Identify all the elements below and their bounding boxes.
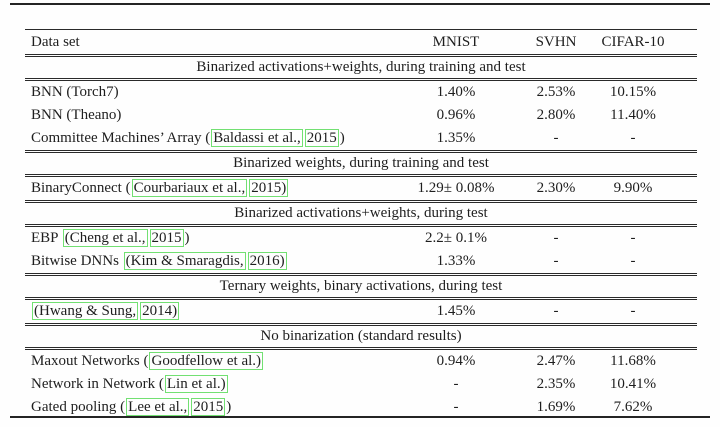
mnist-value-cell: 1.29± 0.08% bbox=[417, 180, 495, 196]
method-cell: Maxout Networks (Goodfellow et al.) bbox=[25, 349, 397, 374]
mnist-value-cell: 1.35% bbox=[436, 130, 476, 146]
svhn-value-cell: 2.30% bbox=[536, 180, 576, 196]
svhn-value-cell: 2.35% bbox=[536, 376, 576, 392]
cifar10-value-cell: 9.90% bbox=[613, 180, 653, 196]
citation-link[interactable]: 2015 bbox=[304, 129, 339, 147]
column-header-svhn: SVHN bbox=[535, 34, 577, 50]
section-header-row: Binarized weights, during training and t… bbox=[25, 151, 697, 176]
method-label: Maxout Networks ( bbox=[31, 353, 149, 369]
svhn-value-cell: 1.69% bbox=[536, 399, 576, 415]
column-header-mnist: MNIST bbox=[432, 34, 480, 50]
mnist-value-cell: 2.2± 0.1% bbox=[425, 230, 487, 246]
svhn-value-cell: - bbox=[553, 303, 559, 319]
cifar10-value-cell: 11.40% bbox=[610, 107, 656, 123]
section-title: Ternary weights, binary activations, dur… bbox=[219, 278, 503, 294]
citation-link[interactable]: Lin et al.) bbox=[164, 375, 228, 393]
cifar10-value-cell: 10.41% bbox=[609, 376, 657, 392]
method-cell: EBP (Cheng et al., 2015) bbox=[25, 226, 397, 251]
section-header-row: No binarization (standard results) bbox=[25, 324, 697, 349]
table-row: Gated pooling (Lee et al., 2015) - 1.69% 7.6… bbox=[25, 396, 697, 419]
method-cell: Gated pooling (Lee et al., 2015) bbox=[25, 396, 397, 419]
column-header-cifar10: CIFAR-10 bbox=[601, 34, 665, 50]
cifar10-value-cell: 7.62% bbox=[613, 399, 653, 415]
citation-link[interactable]: Goodfellow et al.) bbox=[149, 352, 264, 370]
svhn-value-cell: 2.47% bbox=[536, 353, 576, 369]
mnist-value-cell: 1.40% bbox=[436, 84, 476, 100]
method-label: Bitwise DNNs bbox=[31, 253, 123, 269]
method-cell: BinaryConnect (Courbariaux et al., 2015) bbox=[25, 176, 397, 202]
method-label: Gated pooling ( bbox=[31, 399, 126, 415]
citation-link[interactable]: (Hwang & Sung, bbox=[32, 302, 139, 320]
section-title: No binarization (standard results) bbox=[260, 328, 462, 344]
method-cell: Committee Machines’ Array (Baldassi et a… bbox=[25, 127, 397, 152]
table-row: (Hwang & Sung, 2014) 1.45% - - bbox=[25, 299, 697, 325]
svhn-value-cell: - bbox=[553, 130, 559, 146]
svhn-value-cell: 2.80% bbox=[536, 107, 576, 123]
section-title: Binarized weights, during training and t… bbox=[233, 155, 489, 171]
bottom-horizontal-rule bbox=[10, 416, 710, 418]
section-header-row: Binarized activations+weights, during tr… bbox=[25, 55, 697, 80]
table-row: BinaryConnect (Courbariaux et al., 2015) 1… bbox=[25, 176, 697, 202]
table-row: Bitwise DNNs (Kim & Smaragdis, 2016) 1.33%… bbox=[25, 250, 697, 275]
citation-link[interactable]: (Cheng et al., bbox=[62, 229, 148, 247]
method-cell: BNN (Theano) bbox=[25, 104, 397, 127]
method-cell: Network in Network (Lin et al.) bbox=[25, 373, 397, 396]
table-row: Network in Network (Lin et al.) - 2.35% 10.… bbox=[25, 373, 697, 396]
method-label: ) bbox=[226, 399, 232, 415]
results-table-body: Binarized activations+weights, during tr… bbox=[25, 55, 697, 420]
method-label: BinaryConnect ( bbox=[31, 180, 131, 196]
section-header-row: Ternary weights, binary activations, dur… bbox=[25, 274, 697, 299]
table-row: BNN (Theano) 0.96% 2.80% 11.40% bbox=[25, 104, 697, 127]
table-row: Committee Machines’ Array (Baldassi et a… bbox=[25, 127, 697, 152]
citation-link[interactable]: 2015) bbox=[249, 179, 289, 197]
citation-link[interactable]: 2015 bbox=[149, 229, 184, 247]
method-label: ) bbox=[184, 230, 190, 246]
cifar10-value-cell: - bbox=[630, 230, 636, 246]
mnist-value-cell: 0.96% bbox=[436, 107, 476, 123]
cifar10-value-cell: 11.68% bbox=[610, 353, 656, 369]
cifar10-value-cell: 10.15% bbox=[609, 84, 657, 100]
method-label: Committee Machines’ Array ( bbox=[31, 130, 211, 146]
citation-link[interactable]: Baldassi et al., bbox=[211, 129, 303, 147]
cifar10-value-cell: - bbox=[630, 130, 636, 146]
mnist-value-cell: - bbox=[453, 376, 459, 392]
mnist-value-cell: 0.94% bbox=[436, 353, 476, 369]
citation-link[interactable]: (Kim & Smaragdis, bbox=[123, 252, 246, 270]
cifar10-value-cell: - bbox=[630, 253, 636, 269]
section-title: Binarized activations+weights, during tr… bbox=[196, 59, 526, 75]
table-row: EBP (Cheng et al., 2015) 2.2± 0.1% - - bbox=[25, 226, 697, 251]
svhn-value-cell: - bbox=[553, 230, 559, 246]
citation-link[interactable]: 2014) bbox=[140, 302, 180, 320]
top-horizontal-rule bbox=[10, 3, 710, 5]
method-label: EBP bbox=[31, 230, 62, 246]
method-label: Network in Network ( bbox=[31, 376, 164, 392]
table-row: BNN (Torch7) 1.40% 2.53% 10.15% bbox=[25, 80, 697, 105]
method-label: BNN (Theano) bbox=[31, 107, 122, 123]
citation-link[interactable]: Courbariaux et al., bbox=[131, 179, 248, 197]
cifar10-value-cell: - bbox=[630, 303, 636, 319]
method-cell: (Hwang & Sung, 2014) bbox=[25, 299, 397, 325]
citation-link[interactable]: 2015 bbox=[191, 398, 226, 416]
citation-link[interactable]: Lee et al., bbox=[126, 398, 190, 416]
method-cell: Bitwise DNNs (Kim & Smaragdis, 2016) bbox=[25, 250, 397, 275]
section-header-row: Binarized activations+weights, during te… bbox=[25, 201, 697, 226]
table-header-row: Data set MNIST SVHN CIFAR-10 bbox=[25, 29, 697, 56]
table-row: Maxout Networks (Goodfellow et al.) 0.94%… bbox=[25, 349, 697, 374]
method-label: BNN (Torch7) bbox=[31, 84, 119, 100]
section-title: Binarized activations+weights, during te… bbox=[234, 205, 488, 221]
svhn-value-cell: - bbox=[553, 253, 559, 269]
svhn-value-cell: 2.53% bbox=[536, 84, 576, 100]
mnist-value-cell: 1.45% bbox=[436, 303, 476, 319]
mnist-value-cell: - bbox=[453, 399, 459, 415]
method-cell: BNN (Torch7) bbox=[25, 80, 397, 105]
mnist-value-cell: 1.33% bbox=[436, 253, 476, 269]
method-label: ) bbox=[339, 130, 345, 146]
citation-link[interactable]: 2016) bbox=[247, 252, 287, 270]
results-table: Data set MNIST SVHN CIFAR-10 Binarized a… bbox=[25, 29, 697, 419]
column-header-dataset: Data set bbox=[31, 34, 80, 50]
